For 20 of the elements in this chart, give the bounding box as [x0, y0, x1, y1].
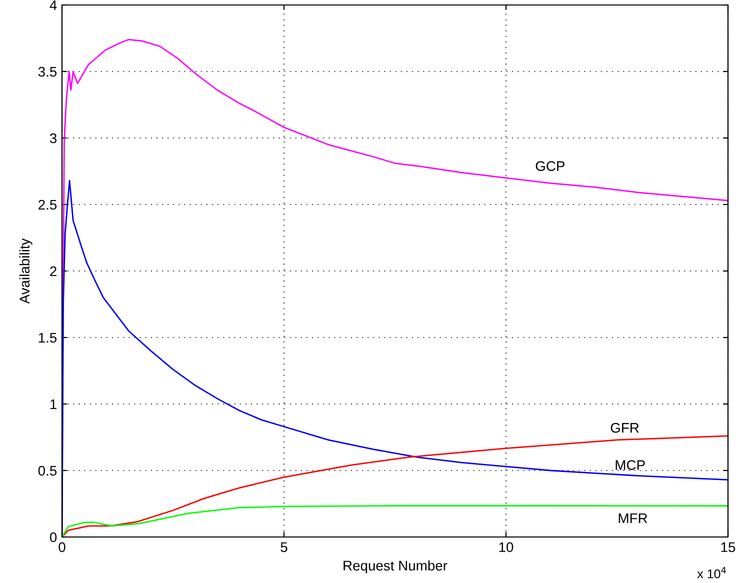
x-tick-label: 10: [499, 542, 514, 552]
series-label: GFR: [610, 422, 639, 433]
x-tick-label: 0: [58, 542, 66, 552]
y-tick-label: 4: [50, 0, 57, 10]
x-tick-label: 5: [280, 542, 288, 552]
y-tick-label: 1.5: [38, 332, 57, 343]
y-tick-label: 1: [50, 399, 56, 410]
x-tick-label: 15: [721, 542, 736, 552]
y-tick-label: 3: [50, 133, 57, 144]
y-axis-title: Availability: [19, 238, 32, 304]
y-tick-label: 2.5: [38, 200, 57, 210]
text: x 10$^{4}$: [697, 566, 726, 578]
series-label: MCP: [616, 460, 645, 470]
series-label: GCP: [536, 161, 564, 171]
y-tick-label: 3.5: [38, 66, 57, 77]
y-tick-label: 0.5: [38, 466, 57, 476]
y-tick-label: 0: [50, 532, 57, 542]
y-tick-label: 2: [50, 266, 56, 276]
series-label: MFR: [618, 513, 648, 524]
x-axis-title: Request Number: [344, 560, 448, 574]
